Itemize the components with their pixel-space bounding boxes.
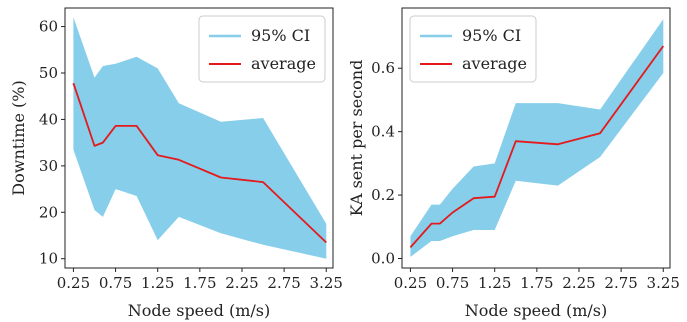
x-tick-label: 2.75: [604, 274, 637, 292]
y-tick-label: 0.6: [371, 59, 395, 77]
x-tick-label: 2.75: [267, 274, 300, 292]
chart-panel-1: 0.25 0.75 1.25 1.75 2.25 2.75 3.25 10 20 30 40 50 60…: [9, 7, 343, 320]
x-tick-label: 0.25: [57, 274, 90, 292]
legend-box: [198, 15, 326, 83]
x-axis-label: Node speed (m/s): [465, 301, 607, 320]
legend-box: [409, 15, 537, 83]
y-tick-label: 0.2: [371, 186, 395, 204]
x-tick-label: 0.75: [99, 274, 132, 292]
legend: 95% CI average: [198, 15, 326, 83]
x-tick-label: 3.25: [310, 274, 343, 292]
average-line: [409, 45, 665, 248]
x-tick-label: 1.25: [141, 274, 174, 292]
y-tick-label: 10: [39, 250, 58, 268]
x-tick-label: 1.75: [183, 274, 216, 292]
y-tick-label: 40: [39, 110, 58, 128]
y-tick-label: 50: [39, 64, 58, 82]
x-tick-label: 0.75: [436, 274, 469, 292]
chart-panel-2: 0.25 0.75 1.25 1.75 2.25 2.75 3.25 0.0 0.2 0.4 0.6…: [347, 7, 680, 320]
x-axis-label: Node speed (m/s): [128, 301, 270, 320]
y-axis-label: KA sent per second: [347, 60, 366, 217]
x-tick-label: 1.25: [478, 274, 511, 292]
legend-average-label: average: [462, 54, 527, 73]
legend-ci-label: 95% CI: [251, 26, 310, 45]
x-tick-label: 2.25: [562, 274, 595, 292]
legend-ci-label: 95% CI: [462, 26, 521, 45]
ci-band: [73, 17, 327, 259]
y-tick-label: 30: [39, 157, 58, 175]
y-axis-label: Downtime (%): [9, 80, 28, 195]
y-tick-label: 20: [39, 203, 58, 221]
x-tick-label: 0.25: [394, 274, 427, 292]
x-tick-label: 3.25: [647, 274, 680, 292]
axes-frame: [401, 7, 671, 269]
x-tick-label: 2.25: [225, 274, 258, 292]
y-tick-label: 60: [39, 18, 58, 36]
y-tick-label: 0.4: [371, 123, 395, 141]
legend-average-label: average: [251, 54, 316, 73]
x-tick-label: 1.75: [520, 274, 553, 292]
average-line: [72, 82, 327, 244]
axes-frame: [64, 7, 334, 269]
legend: 95% CI average: [409, 15, 537, 83]
y-tick-label: 0.0: [371, 249, 395, 267]
